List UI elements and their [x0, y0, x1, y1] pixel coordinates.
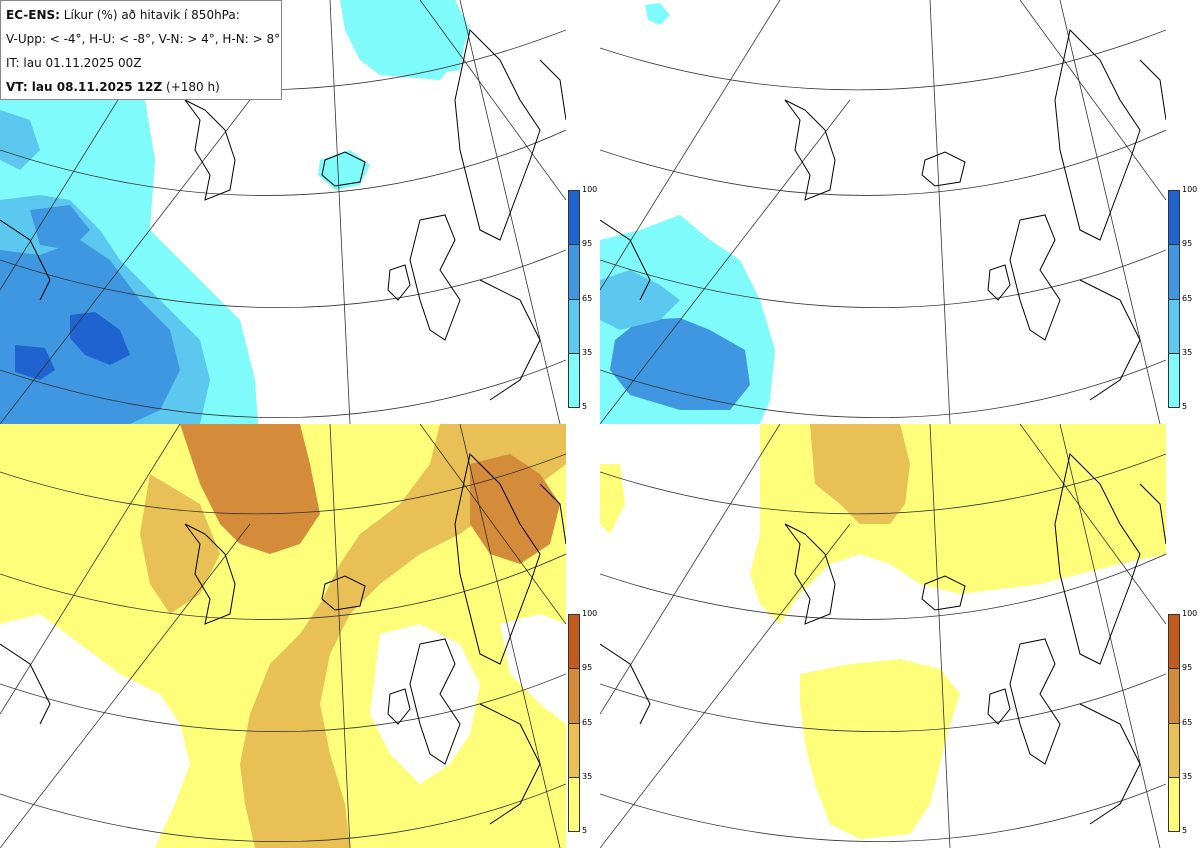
colorbar-warm-left: 100 95 65 35 5 — [568, 610, 598, 835]
colorbar-segment — [1168, 777, 1180, 832]
colorbar-segment — [1168, 614, 1180, 669]
colorbar-tick-label: 95 — [582, 239, 593, 248]
lat-lon-grid — [0, 424, 566, 848]
colorbar-tick-label: 95 — [1182, 663, 1193, 672]
colorbar-tick-label: 65 — [582, 294, 593, 303]
colorbar-tick-label: 65 — [1182, 294, 1193, 303]
colorbar-tick-label: 35 — [1182, 348, 1193, 357]
colorbar-tick-label: 35 — [1182, 772, 1193, 781]
colorbar-segment — [1168, 668, 1180, 724]
coastlines — [600, 28, 1166, 401]
lead-time: (+180 h) — [166, 80, 220, 94]
cold-prob-area-5b — [355, 10, 465, 75]
probability-map — [0, 424, 566, 848]
coastlines — [600, 452, 1166, 825]
colorbar-tick-label: 100 — [582, 185, 598, 194]
colorbar-segment — [1168, 353, 1180, 408]
probability-map — [0, 0, 566, 424]
title-text: Líkur (%) að hitavik í 850hPa: — [63, 8, 240, 22]
colorbar-tick-label: 5 — [1182, 402, 1188, 411]
colorbar-cold-left: 100 95 65 35 5 — [568, 186, 598, 411]
colorbar-tick-label: 100 — [1182, 609, 1198, 618]
warm-prob-area-5c — [600, 464, 625, 534]
map-panel-cold-strong — [600, 0, 1166, 424]
colorbar-tick-label: 35 — [582, 772, 593, 781]
colorbar-segment — [568, 353, 580, 408]
warm-prob-area-35 — [810, 424, 910, 524]
colorbar-segment — [1168, 190, 1180, 245]
colorbar-tick-label: 100 — [1182, 185, 1198, 194]
colorbar-segment — [1168, 299, 1180, 354]
colorbar-warm-right: 100 95 65 35 5 — [1168, 610, 1198, 835]
warm-prob-area-35 — [150, 424, 566, 848]
warm-prob-area-5b — [800, 659, 960, 839]
colorbar-tick-label: 95 — [582, 663, 593, 672]
warm-prob-area-35b — [140, 474, 220, 614]
colorbar-tick-label: 5 — [582, 402, 588, 411]
valid-time-row: VT: lau 08.11.2025 12Z (+180 h) — [6, 76, 276, 100]
colorbar-tick-label: 5 — [582, 826, 588, 835]
info-title-row: EC-ENS: Líkur (%) að hitavik í 850hPa: — [6, 4, 276, 28]
init-time: IT: lau 01.11.2025 00Z — [6, 56, 142, 70]
colorbar-segment — [1168, 723, 1180, 778]
cold-prob-area-5c — [318, 150, 370, 190]
colorbar-segment — [568, 723, 580, 778]
colorbar-tick-label: 100 — [582, 609, 598, 618]
cold-prob-area-95 — [15, 312, 130, 380]
map-panel-cold-moderate: EC-ENS: Líkur (%) að hitavik í 850hPa: V… — [0, 0, 566, 424]
colorbar-tick-label: 65 — [582, 718, 593, 727]
valid-time: VT: lau 08.11.2025 12Z — [6, 80, 163, 94]
colorbar-cold-right: 100 95 65 35 5 — [1168, 186, 1198, 411]
colorbar-segment — [568, 614, 580, 669]
colorbar-segment — [568, 668, 580, 724]
coastlines — [0, 452, 566, 825]
map-panel-warm-strong — [600, 424, 1166, 848]
colorbar-segment — [1168, 244, 1180, 300]
colorbar-tick-label: 5 — [1182, 826, 1188, 835]
probability-map — [600, 424, 1166, 848]
colorbar-tick-label: 35 — [582, 348, 593, 357]
cold-prob-area-35 — [610, 318, 750, 410]
cold-prob-area-5b — [645, 3, 670, 25]
colorbar-segment — [568, 244, 580, 300]
legend-line: V-Upp: < -4°, H-U: < -8°, V-N: > 4°, H-N… — [6, 32, 281, 46]
product-label: EC-ENS: — [6, 8, 60, 22]
forecast-info-box: EC-ENS: Líkur (%) að hitavik í 850hPa: V… — [0, 0, 282, 100]
colorbar-segment — [568, 190, 580, 245]
colorbar-segment — [568, 777, 580, 832]
warm-prob-area-none — [0, 614, 566, 848]
colorbar-segment — [568, 299, 580, 354]
coastlines — [0, 28, 566, 401]
map-panel-warm-moderate — [0, 424, 566, 848]
probability-map — [600, 0, 1166, 424]
warm-prob-area-65 — [180, 424, 560, 564]
colorbar-tick-label: 65 — [1182, 718, 1193, 727]
colorbar-tick-label: 95 — [1182, 239, 1193, 248]
